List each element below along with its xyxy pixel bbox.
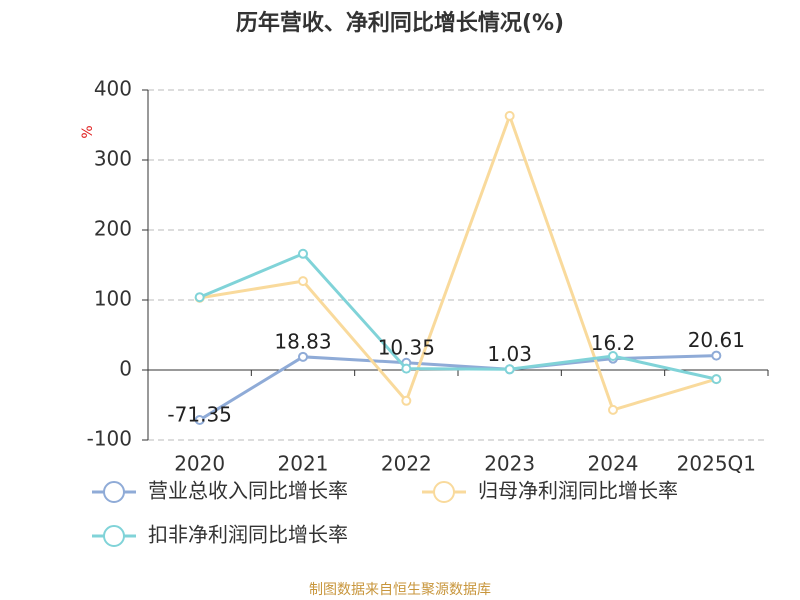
data-point: [298, 248, 308, 259]
series-line: [198, 354, 717, 422]
data-label: 1.03: [487, 342, 532, 366]
series-line: [199, 111, 717, 412]
data-point: [711, 350, 722, 361]
legend-marker: [433, 481, 455, 503]
data-point: [194, 292, 205, 303]
x-tick-label: 2024: [588, 452, 639, 476]
y-tick-label: 400: [94, 77, 132, 101]
x-tick-label: 2021: [278, 452, 329, 476]
data-point: [608, 351, 618, 361]
data-point: [504, 364, 515, 375]
data-label: 18.83: [274, 329, 331, 353]
y-tick-label: 200: [94, 217, 132, 241]
data-label: 16.2: [591, 331, 636, 355]
y-tick-label: -100: [87, 427, 132, 451]
data-point: [298, 351, 308, 362]
y-tick-label: 100: [94, 287, 132, 311]
data-point: [608, 404, 618, 415]
x-tick-label: 2020: [174, 452, 225, 476]
data-label: 20.61: [688, 328, 745, 352]
legend-label: 营业总收入同比增长率: [148, 479, 348, 503]
y-axis-label: %: [80, 125, 96, 138]
series-line: [199, 252, 717, 381]
legend-marker: [103, 481, 125, 503]
legend-marker: [103, 525, 125, 547]
y-tick-label: 300: [94, 147, 132, 171]
chart-title: 历年营收、净利同比增长情况(%): [236, 10, 564, 36]
data-label: 10.35: [378, 335, 435, 359]
legend-label: 归母净利润同比增长率: [478, 479, 678, 503]
data-point: [504, 110, 515, 121]
source-note: 制图数据来自恒生聚源数据库: [309, 582, 491, 598]
y-tick-label: 0: [119, 357, 132, 381]
data-point: [401, 395, 412, 406]
x-tick-label: 2022: [381, 452, 432, 476]
data-point: [298, 276, 308, 287]
legend-label: 扣非净利润同比增长率: [148, 523, 348, 547]
data-label: -71.35: [167, 402, 231, 426]
data-point: [401, 363, 412, 374]
x-tick-label: 2025Q1: [677, 452, 756, 476]
data-point: [711, 374, 722, 385]
x-tick-label: 2023: [484, 452, 535, 476]
data-point: [194, 414, 205, 425]
